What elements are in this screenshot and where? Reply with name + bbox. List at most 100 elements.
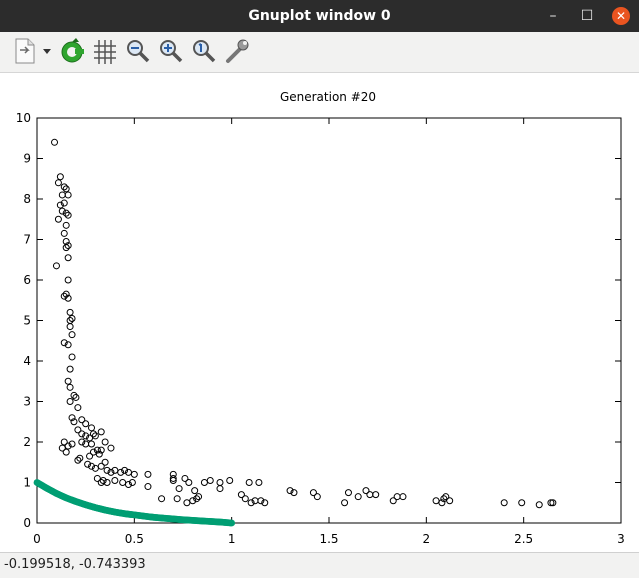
export-button[interactable] (10, 36, 40, 66)
data-point (101, 438, 109, 446)
x-axis: 0 0.5 1 1.5 2 2.5 3 (33, 118, 625, 546)
data-point (193, 495, 201, 503)
data-point (60, 199, 68, 207)
data-point (181, 474, 189, 482)
x-tick-label: 1 (228, 532, 236, 546)
y-tick-label: 3 (23, 395, 31, 409)
data-point (64, 242, 72, 250)
data-point (78, 430, 86, 438)
minimize-button[interactable]: – (549, 8, 557, 24)
data-point (86, 452, 94, 460)
replot-button[interactable] (58, 36, 88, 66)
zoom-reset-icon (193, 40, 216, 63)
data-point (500, 499, 508, 507)
data-point (158, 495, 166, 503)
data-point (247, 499, 255, 507)
data-point (74, 404, 82, 412)
data-point (62, 244, 70, 252)
front-point (228, 519, 236, 527)
plot-area[interactable]: Generation #20 0 0.5 1 1.5 2 2.5 3 0 1 2 3 4 5 6 7 8 9 1… (0, 73, 639, 552)
settings-button[interactable] (222, 36, 252, 66)
data-point (66, 308, 74, 316)
data-point (313, 493, 321, 501)
scatter-chart: Generation #20 0 0.5 1 1.5 2 2.5 3 0 1 2 3 4 5 6 7 8 9 1… (16, 90, 625, 546)
data-point (64, 191, 72, 199)
y-tick-label: 10 (16, 111, 31, 125)
data-point (52, 262, 60, 270)
zoom-in-button[interactable] (156, 36, 186, 66)
replot-icon (61, 38, 84, 63)
data-point (144, 470, 152, 478)
x-tick-label: 1.5 (319, 532, 338, 546)
data-point (68, 414, 76, 422)
data-point (344, 489, 352, 497)
data-point (66, 398, 74, 405)
data-point (99, 476, 107, 484)
data-point (97, 446, 105, 454)
data-point (70, 391, 78, 399)
data-point (60, 438, 68, 446)
data-point (54, 179, 62, 187)
x-tick-label: 0.5 (125, 532, 144, 546)
data-point (290, 489, 298, 497)
data-point (261, 499, 269, 507)
data-point (535, 501, 543, 509)
data-point (93, 446, 101, 454)
data-point (446, 497, 454, 505)
data-point (89, 430, 97, 438)
y-tick-label: 6 (23, 273, 31, 287)
data-point (70, 418, 78, 426)
close-button[interactable]: ✕ (603, 0, 639, 32)
data-point (66, 365, 74, 373)
data-point (66, 383, 74, 391)
data-point (144, 483, 152, 491)
data-point (121, 466, 129, 474)
data-point (117, 468, 125, 476)
y-tick-label: 8 (23, 192, 31, 206)
data-point (54, 215, 62, 223)
maximize-button[interactable]: ☐ (580, 8, 594, 24)
data-point (226, 476, 234, 484)
zoom-reset-button[interactable] (189, 36, 219, 66)
data-point (309, 489, 317, 497)
window-title: Gnuplot window 0 (248, 8, 391, 24)
zoom-out-button[interactable] (123, 36, 153, 66)
data-point (51, 138, 59, 146)
data-point (101, 458, 109, 466)
data-point (60, 292, 68, 300)
data-point (64, 276, 72, 284)
x-tick-label: 3 (617, 532, 625, 546)
data-point (68, 314, 76, 322)
export-dropdown[interactable] (40, 36, 54, 66)
data-point (362, 487, 370, 495)
data-point (237, 491, 245, 499)
cursor-coordinates: -0.199518, -0.743393 (4, 557, 146, 572)
data-point (442, 493, 450, 501)
data-point (82, 432, 90, 440)
data-point (74, 456, 82, 464)
data-point (72, 393, 80, 401)
data-point (169, 476, 177, 484)
x-tick-label: 0 (33, 532, 41, 546)
grid-toggle-button[interactable] (90, 36, 120, 66)
data-point (119, 479, 127, 486)
dropdown-arrow-icon (43, 49, 51, 54)
data-point (191, 487, 199, 495)
data-point (78, 438, 86, 446)
data-point (64, 377, 72, 385)
data-point (58, 207, 66, 215)
data-point (62, 185, 70, 193)
data-point (60, 229, 68, 237)
data-point (195, 493, 203, 501)
data-point (255, 479, 263, 486)
data-point (68, 440, 76, 448)
data-point (62, 448, 70, 456)
data-point (341, 499, 349, 507)
export-icon (15, 38, 35, 64)
data-point (103, 479, 111, 486)
y-tick-label: 2 (23, 435, 31, 449)
data-point (88, 424, 96, 432)
data-point (130, 470, 138, 478)
grid-icon (94, 40, 116, 64)
data-point (103, 466, 111, 474)
